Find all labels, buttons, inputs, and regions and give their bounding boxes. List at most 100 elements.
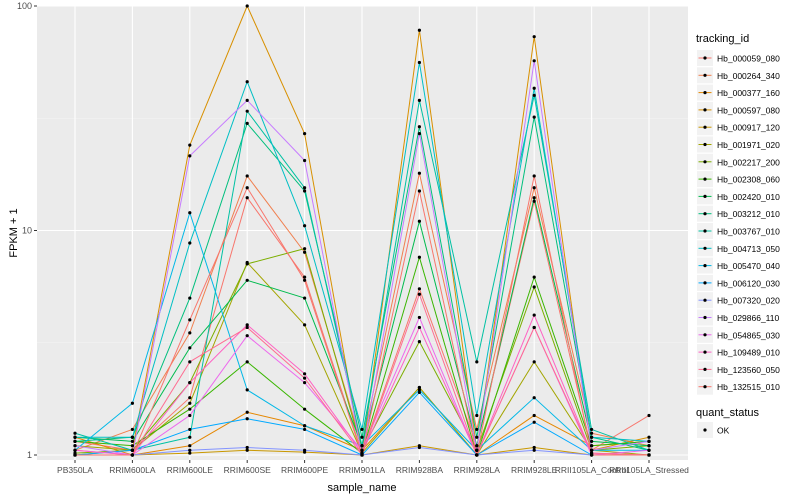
data-point <box>475 413 479 418</box>
data-point <box>360 448 364 452</box>
data-point <box>417 315 421 320</box>
data-point <box>130 435 134 439</box>
legend-label: Hb_029866_110 <box>717 313 780 323</box>
y-tick-label: 100 <box>17 1 32 11</box>
legend-title: tracking_id <box>696 33 749 45</box>
data-point <box>303 224 307 228</box>
legend-label: Hb_001971_020 <box>717 140 780 150</box>
data-point <box>303 250 307 254</box>
data-point <box>590 453 594 457</box>
legend-label: Hb_005470_040 <box>717 261 780 271</box>
legend-label: Hb_006120_030 <box>717 278 780 288</box>
data-point <box>188 318 192 322</box>
legend: tracking_id Hb_000059_080 Hb_000264_340 Hb… <box>696 33 780 438</box>
data-point <box>245 323 249 327</box>
legend-key-point <box>703 298 707 302</box>
data-point <box>245 388 249 392</box>
data-point <box>188 413 192 418</box>
x-tick-label: RRIM600PE <box>281 465 329 475</box>
legend-label: Hb_004713_050 <box>717 244 780 254</box>
data-point <box>130 427 134 432</box>
data-point <box>245 334 249 338</box>
x-tick-label: RRIM928LE <box>511 465 558 475</box>
data-point <box>532 448 536 452</box>
data-point <box>590 444 594 448</box>
legend-key-point <box>703 281 707 285</box>
data-point <box>188 401 192 405</box>
data-point <box>417 292 421 296</box>
data-point <box>417 28 421 32</box>
data-point <box>73 453 77 457</box>
data-point <box>417 132 421 136</box>
data-point <box>532 445 536 450</box>
data-point <box>532 360 536 364</box>
legend-shape-point <box>703 428 707 432</box>
data-point <box>188 381 192 385</box>
x-tick-label: RRII105LA_Control <box>555 465 629 475</box>
legend-label: Hb_002217_200 <box>717 157 780 167</box>
data-point <box>303 381 307 385</box>
data-point <box>245 278 249 282</box>
data-point <box>303 132 307 136</box>
legend-key-point <box>703 246 707 250</box>
data-point <box>417 219 421 223</box>
data-point <box>647 453 651 457</box>
data-point <box>532 59 536 63</box>
x-tick-label: RRII105LA_Stressed <box>609 465 689 475</box>
legend-key-point <box>703 350 707 354</box>
data-point <box>245 325 249 330</box>
data-point <box>245 360 249 364</box>
data-point <box>130 444 134 448</box>
data-point <box>417 171 421 175</box>
x-tick-label: RRIM600LE <box>167 465 214 475</box>
data-point <box>647 448 651 452</box>
data-point <box>130 401 134 405</box>
data-point <box>303 186 307 190</box>
legend-label: Hb_000059_080 <box>717 54 780 64</box>
legend-label: Hb_000264_340 <box>717 71 780 81</box>
data-point <box>303 278 307 282</box>
legend-shape-label: OK <box>717 426 730 436</box>
legend-label: Hb_000597_080 <box>717 105 780 115</box>
data-point <box>532 196 536 200</box>
data-point <box>73 444 77 448</box>
data-point <box>417 385 421 390</box>
legend-key-point <box>703 333 707 337</box>
data-point <box>590 427 594 432</box>
legend-label: Hb_000917_120 <box>717 123 780 133</box>
data-point <box>245 417 249 421</box>
data-point <box>188 241 192 245</box>
data-point <box>647 444 651 448</box>
data-point <box>245 448 249 452</box>
data-point <box>303 296 307 300</box>
x-tick-label: RRIM600SE <box>224 465 272 475</box>
data-point <box>245 262 249 266</box>
data-point <box>532 115 536 119</box>
legend-key-point <box>703 212 707 216</box>
data-point <box>188 396 192 400</box>
legend-shape-title: quant_status <box>696 407 759 419</box>
data-point <box>245 196 249 200</box>
data-point <box>360 453 364 457</box>
data-point <box>475 453 479 457</box>
data-point <box>245 109 249 113</box>
data-point <box>303 158 307 163</box>
y-tick-label: 10 <box>22 225 32 235</box>
data-point <box>532 186 536 190</box>
data-point <box>303 323 307 327</box>
data-point <box>188 211 192 215</box>
data-point <box>188 346 192 350</box>
legend-key-point <box>703 142 707 147</box>
data-point <box>475 360 479 364</box>
data-point <box>73 435 77 439</box>
data-point <box>303 407 307 411</box>
data-point <box>532 275 536 279</box>
legend-key-point <box>703 385 707 389</box>
data-point <box>532 174 536 178</box>
legend-label: Hb_007320_020 <box>717 296 780 306</box>
legend-label: Hb_054865_030 <box>717 330 780 340</box>
legend-label: Hb_002308_060 <box>717 175 780 185</box>
data-point <box>532 413 536 418</box>
data-point <box>188 154 192 158</box>
